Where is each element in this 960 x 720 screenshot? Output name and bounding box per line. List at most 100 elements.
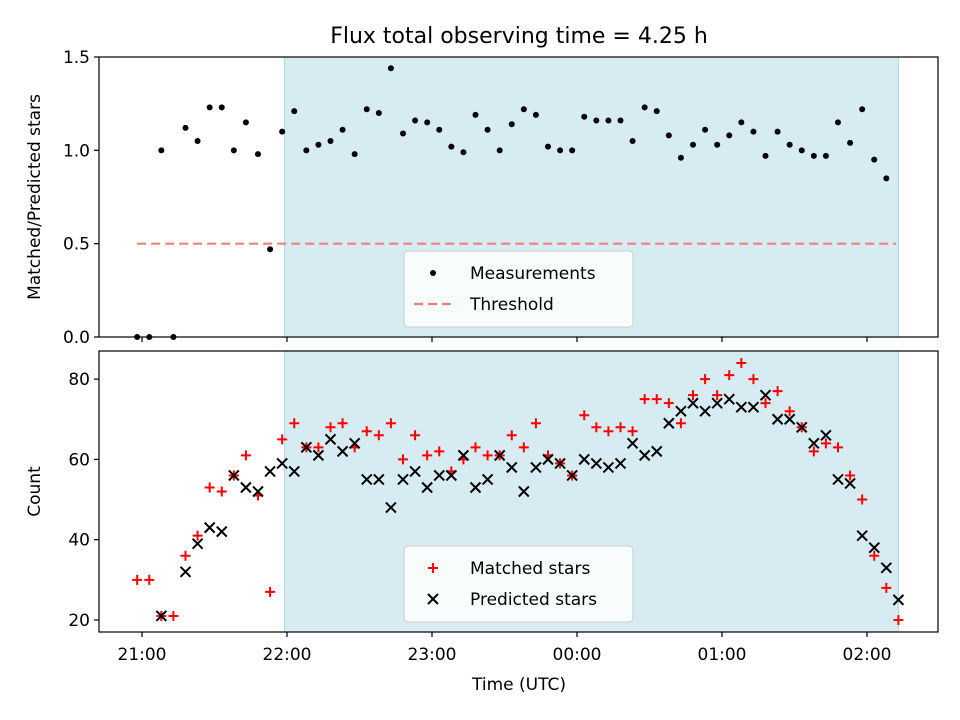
measurement-point [472, 111, 479, 118]
measurement-point [363, 106, 370, 113]
matched-star-point [820, 438, 831, 449]
matched-star-point [627, 426, 638, 437]
predicted-star-point [651, 445, 663, 458]
predicted-star-point [771, 413, 784, 425]
y-tick-label: 40 [68, 531, 90, 551]
measurement-point [665, 132, 672, 139]
predicted-star-point [493, 449, 506, 462]
measurement-point [593, 117, 600, 124]
measurement-point [532, 111, 539, 118]
predicted-star-point [179, 566, 192, 578]
measurement-point [557, 147, 564, 154]
matched-star-point [603, 426, 614, 437]
predicted-star-point [566, 469, 578, 482]
legend: Measurements Threshold [403, 250, 634, 328]
measurement-point [677, 154, 684, 161]
predicted-star-point [312, 449, 325, 462]
measurement-point [182, 124, 189, 131]
x-tick-label: 23:00 [408, 645, 457, 665]
measurement-point [218, 104, 225, 111]
predicted-star-point [397, 473, 409, 486]
matched-star-point [337, 418, 348, 429]
measurement-point [629, 138, 636, 144]
matched-star-point [772, 386, 783, 397]
predicted-star-point [300, 441, 313, 454]
measurement-point [351, 151, 358, 158]
matched-star-point [760, 398, 771, 409]
legend-label: Measurements [470, 264, 596, 284]
measurement-point [774, 128, 781, 135]
predicted-star-point [373, 473, 385, 486]
y-tick-label: 80 [68, 370, 90, 390]
measurement-point [158, 147, 165, 154]
legend-measurement-marker [430, 270, 436, 276]
predicted-star-point [445, 469, 458, 482]
y-tick-label: 1.5 [63, 48, 90, 68]
measurement-point [847, 139, 854, 146]
measurement-point [822, 152, 829, 159]
measurement-point [508, 121, 515, 128]
x-tick-label: 22:00 [263, 645, 312, 665]
predicted-star-point [385, 501, 397, 514]
predicted-star-point [518, 485, 530, 498]
predicted-star-point [880, 562, 893, 574]
x-tick-label: 01:00 [698, 645, 747, 665]
matched-star-point [313, 442, 324, 453]
matched-star-point [530, 418, 541, 429]
predicted-star-point [155, 610, 168, 622]
measurement-point [581, 113, 588, 120]
matched-star-point [688, 390, 698, 401]
predicted-star-point [832, 473, 844, 486]
predicted-star-point [276, 457, 288, 470]
matched-star-point [748, 374, 759, 385]
legend-label: Threshold [469, 295, 554, 315]
predicted-star-point [663, 417, 675, 429]
predicted-star-point [783, 413, 796, 425]
measurement-point [327, 138, 334, 144]
matched-star-point [639, 394, 650, 405]
predicted-star-point [602, 461, 615, 474]
measurement-point [835, 119, 841, 126]
measurement-point [750, 128, 757, 135]
measurement-point [255, 151, 261, 158]
measurement-point [738, 119, 745, 126]
measurement-point [387, 65, 394, 72]
predicted-star-point [361, 473, 373, 486]
measurement-point [859, 106, 866, 113]
legend: Matched stars Predicted stars [403, 545, 634, 623]
predicted-star-point [469, 481, 482, 494]
matched-star-point [615, 422, 626, 433]
ratio-panel: 0.0 0.5 1.0 1.5 Matched/Predicted stars Measu… [25, 48, 939, 348]
matched-star-point [712, 390, 723, 401]
matched-star-point [663, 398, 674, 409]
predicted-star-point [796, 421, 808, 433]
matched-star-point [591, 422, 602, 433]
measurement-point [786, 141, 793, 148]
predicted-star-point [590, 457, 603, 470]
matched-star-point [845, 470, 856, 481]
predicted-star-point [578, 453, 590, 466]
matched-star-point [192, 530, 203, 541]
measurement-point [653, 108, 660, 115]
y-tick-label: 0.5 [63, 235, 90, 255]
predicted-star-point [203, 521, 216, 534]
measurement-point [230, 147, 237, 154]
matched-star-point [180, 550, 191, 561]
matched-star-point [204, 482, 215, 493]
predicted-star-point [699, 405, 711, 417]
predicted-star-point [542, 453, 554, 466]
legend-predicted-marker [427, 593, 439, 605]
x-tick-label: 21:00 [118, 645, 167, 665]
predicted-star-point [808, 437, 820, 450]
predicted-star-point [288, 465, 300, 478]
measurement-point [605, 117, 612, 124]
y-tick-label: 60 [68, 450, 90, 470]
legend-label: Matched stars [470, 559, 590, 579]
predicted-star-point [723, 393, 735, 405]
measurement-point [484, 126, 491, 133]
measurement-point [448, 143, 455, 150]
predicted-star-point [506, 461, 518, 474]
predicted-star-point [554, 457, 566, 470]
predicted-star-point [747, 401, 760, 413]
count-panel: 20 40 60 80 21:00 22:00 23:00 00:00 01:00 02:00 Co… [25, 350, 939, 665]
